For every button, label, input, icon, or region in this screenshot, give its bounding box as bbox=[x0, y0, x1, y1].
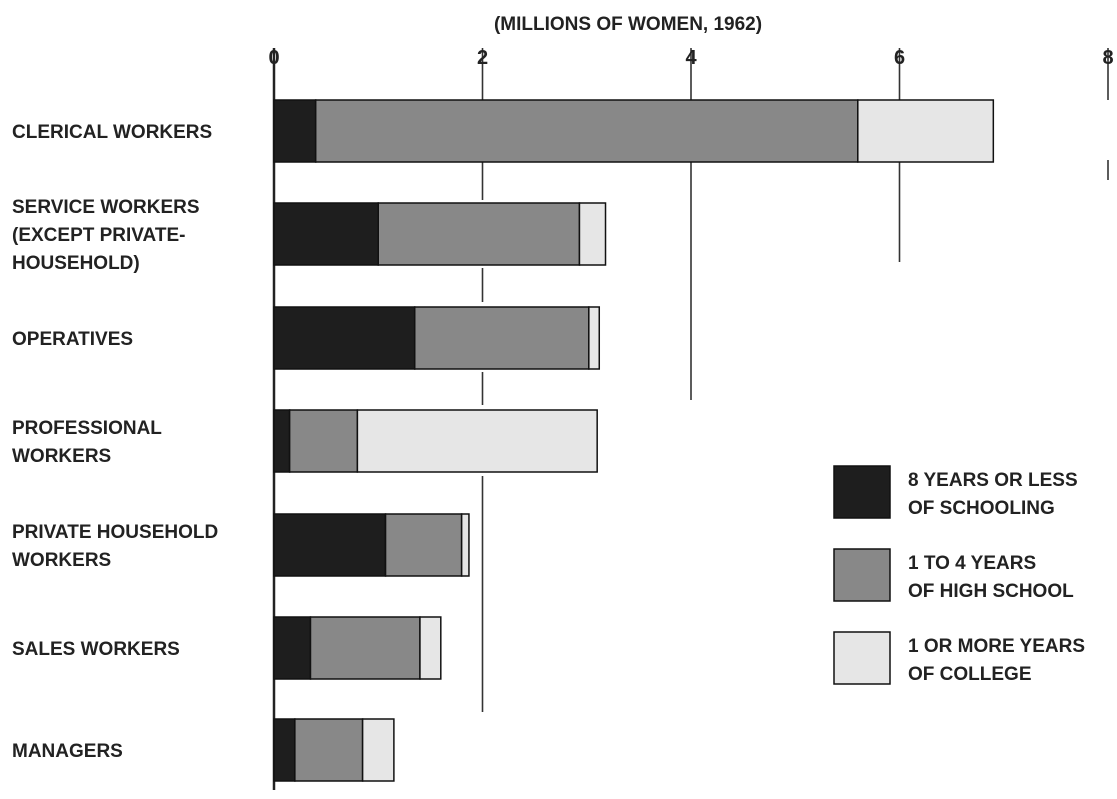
legend: 8 YEARS OR LESS OF SCHOOLING 1 TO 4 YEARS O… bbox=[833, 465, 1085, 685]
x-tick-label: 8 bbox=[1102, 47, 1113, 69]
x-tick-label: 6 bbox=[894, 47, 905, 69]
bar-segment bbox=[384, 513, 463, 577]
legend-swatch bbox=[833, 465, 891, 519]
category-label: SALES WORKERS bbox=[12, 639, 180, 660]
x-axis-ticks: 0 2 4 6 8 bbox=[268, 47, 1113, 69]
bar-segment bbox=[273, 202, 379, 266]
chart-title: (MILLIONS OF WOMEN, 1962) bbox=[494, 14, 762, 35]
bars bbox=[273, 99, 995, 782]
category-label: PROFESSIONAL bbox=[12, 418, 162, 439]
legend-swatch bbox=[833, 548, 891, 602]
legend-label: 8 YEARS OR LESS bbox=[908, 470, 1078, 491]
bar-segment bbox=[288, 409, 359, 473]
legend-label: 1 TO 4 YEARS bbox=[908, 553, 1036, 574]
bar-segment bbox=[273, 718, 296, 782]
bar-segment bbox=[588, 306, 601, 370]
legend-label: 1 OR MORE YEARS bbox=[908, 636, 1085, 657]
bar-segment bbox=[460, 513, 470, 577]
bar-segment bbox=[361, 718, 395, 782]
bar-segment bbox=[273, 409, 291, 473]
bar-segment bbox=[273, 616, 312, 680]
bar-segment bbox=[377, 202, 581, 266]
category-label: WORKERS bbox=[12, 550, 111, 571]
bar-segment bbox=[294, 718, 364, 782]
bar-segment bbox=[857, 99, 995, 163]
x-tick-label: 0 bbox=[268, 47, 279, 69]
bar-segment bbox=[356, 409, 598, 473]
legend-label: OF HIGH SCHOOL bbox=[908, 581, 1074, 602]
category-label: CLERICAL WORKERS bbox=[12, 122, 212, 143]
legend-swatch bbox=[833, 631, 891, 685]
y-axis-labels: CLERICAL WORKERS SERVICE WORKERS (EXCEPT P… bbox=[12, 122, 218, 762]
category-label: PRIVATE HOUSEHOLD bbox=[12, 522, 218, 543]
category-label: OPERATIVES bbox=[12, 329, 133, 350]
category-label: WORKERS bbox=[12, 446, 111, 467]
x-tick-label: 4 bbox=[685, 47, 697, 69]
bar-segment bbox=[578, 202, 607, 266]
x-tick-label: 2 bbox=[477, 47, 488, 69]
bar-segment bbox=[273, 306, 416, 370]
bar-segment bbox=[413, 306, 590, 370]
bar-segment bbox=[309, 616, 421, 680]
bar-segment bbox=[419, 616, 442, 680]
legend-label: OF SCHOOLING bbox=[908, 498, 1055, 519]
category-label: (EXCEPT PRIVATE- bbox=[12, 225, 185, 246]
bar-segment bbox=[314, 99, 859, 163]
bar-segment bbox=[273, 99, 317, 163]
category-label: SERVICE WORKERS bbox=[12, 197, 200, 218]
legend-label: OF COLLEGE bbox=[908, 664, 1032, 685]
category-label: HOUSEHOLD) bbox=[12, 253, 140, 274]
category-label: MANAGERS bbox=[12, 741, 123, 762]
bar-segment bbox=[273, 513, 387, 577]
